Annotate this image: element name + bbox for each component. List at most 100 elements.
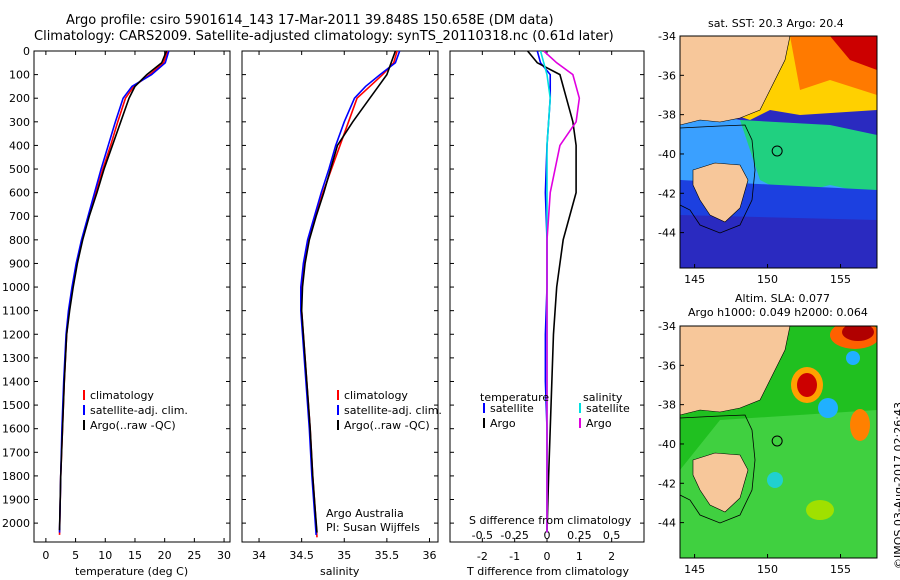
x-tick-label: 2 — [608, 550, 615, 563]
sla-map-title: Altim. SLA: 0.077 — [735, 292, 831, 305]
legend-label: satellite — [586, 402, 630, 415]
y-tick-label: 1300 — [2, 352, 30, 365]
series-line — [526, 51, 577, 533]
map-y-tick-label: -42 — [658, 477, 676, 490]
y-tick-label: 1600 — [2, 423, 30, 436]
s-tick-label: -0.25 — [500, 529, 528, 542]
s-tick-label: -0.5 — [472, 529, 493, 542]
map-y-tick-label: -34 — [658, 30, 676, 43]
x-tick-label: -1 — [509, 550, 520, 563]
x-tick-label: 36 — [422, 549, 436, 562]
map-y-tick-label: -42 — [658, 187, 676, 200]
map-x-tick-label: 150 — [757, 563, 778, 576]
legend-label: satellite-adj. clim. — [90, 404, 188, 417]
map-y-tick-label: -40 — [658, 438, 676, 451]
y-tick-label: 1900 — [2, 494, 30, 507]
y-tick-label: 600 — [9, 187, 30, 200]
x-tick-label: 5 — [72, 549, 79, 562]
pi-note: PI: Susan Wijffels — [326, 521, 420, 534]
y-tick-label: 1800 — [2, 470, 30, 483]
sst-argo-marker — [771, 145, 783, 157]
y-tick-label: 0 — [23, 45, 30, 58]
title-line-2: Climatology: CARS2009. Satellite-adjuste… — [34, 29, 614, 44]
y-tick-label: 1700 — [2, 446, 30, 459]
panel-frame — [241, 50, 439, 543]
legend-label: satellite-adj. clim. — [344, 404, 442, 417]
sla-map-subtitle: Argo h1000: 0.049 h2000: 0.064 — [688, 306, 868, 319]
x-tick-label: 25 — [187, 549, 201, 562]
legend-label: Argo(..raw -QC) — [344, 419, 430, 432]
x-tick-label: 1 — [576, 550, 583, 563]
y-tick-label: 1500 — [2, 399, 30, 412]
x-tick-label: 10 — [98, 549, 112, 562]
y-tick-label: 300 — [9, 116, 30, 129]
series-line — [299, 51, 401, 535]
y-tick-label: 200 — [9, 92, 30, 105]
title-line-1: Argo profile: csiro 5901614_143 17-Mar-2… — [66, 13, 554, 28]
map-y-tick-label: -38 — [658, 399, 676, 412]
legend-label: climatology — [90, 389, 154, 402]
map-y-tick-label: -40 — [658, 148, 676, 161]
legend-label: Argo — [490, 417, 516, 430]
t-diff-axis-label: T difference from climatology — [467, 565, 629, 578]
y-tick-label: 1400 — [2, 375, 30, 388]
s-tick-label: 0.5 — [603, 529, 621, 542]
legend-label: Argo(..raw -QC) — [90, 419, 176, 432]
y-tick-label: 1000 — [2, 281, 30, 294]
x-tick-label: 34.5 — [289, 549, 314, 562]
map-x-tick-label: 145 — [684, 563, 705, 576]
map-x-tick-label: 145 — [684, 273, 705, 286]
y-tick-label: 900 — [9, 257, 30, 270]
x-tick-label: 0 — [42, 549, 49, 562]
y-tick-label: 700 — [9, 210, 30, 223]
series-line — [58, 51, 170, 533]
x-tick-label: 15 — [128, 549, 142, 562]
legend-label: climatology — [344, 389, 408, 402]
x-tick-label: 35.5 — [375, 549, 400, 562]
series-line — [58, 51, 169, 535]
series-line — [300, 51, 398, 538]
temp-legend-header: temperature — [480, 391, 550, 404]
y-tick-label: 400 — [9, 139, 30, 152]
sla-map — [680, 326, 877, 558]
map-x-tick-label: 150 — [757, 273, 778, 286]
x-tick-label: 20 — [158, 549, 172, 562]
sst-map-title: sat. SST: 20.3 Argo: 20.4 — [708, 17, 844, 30]
temperature-axis-label: temperature (deg C) — [75, 565, 189, 578]
y-tick-label: 2000 — [2, 517, 30, 530]
map-x-tick-label: 155 — [830, 273, 851, 286]
s-tick-label: 0 — [544, 529, 551, 542]
s-tick-label: 0.25 — [567, 529, 592, 542]
map-y-tick-label: -38 — [658, 109, 676, 122]
x-tick-label: 34 — [252, 549, 266, 562]
y-tick-label: 1200 — [2, 328, 30, 341]
x-tick-label: -2 — [477, 550, 488, 563]
y-tick-label: 800 — [9, 234, 30, 247]
argo-australia-note: Argo Australia — [326, 507, 404, 520]
sla-argo-marker — [771, 435, 783, 447]
imos-credit: ©IMOS 03-Aug-2017 02:26:43 — [892, 402, 900, 569]
map-y-tick-label: -34 — [658, 320, 676, 333]
y-tick-label: 1100 — [2, 305, 30, 318]
s-diff-axis-label: S difference from climatology — [469, 514, 632, 527]
map-y-tick-label: -44 — [658, 227, 676, 240]
series-line — [300, 51, 397, 533]
y-tick-label: 100 — [9, 69, 30, 82]
map-y-tick-label: -36 — [658, 69, 676, 82]
x-tick-label: 35 — [337, 549, 351, 562]
series-line — [58, 51, 168, 531]
x-tick-label: 0 — [544, 550, 551, 563]
x-tick-label: 30 — [217, 549, 231, 562]
salinity-axis-label: salinity — [320, 565, 360, 578]
legend-label: Argo — [586, 417, 612, 430]
panel-frame — [33, 50, 231, 543]
y-tick-label: 500 — [9, 163, 30, 176]
map-x-tick-label: 155 — [830, 563, 851, 576]
map-y-tick-label: -44 — [658, 517, 676, 530]
map-y-tick-label: -36 — [658, 359, 676, 372]
sal-legend-header: salinity — [583, 391, 623, 404]
series-line — [543, 51, 581, 533]
sst-map — [680, 36, 877, 268]
legend-label: satellite — [490, 402, 534, 415]
